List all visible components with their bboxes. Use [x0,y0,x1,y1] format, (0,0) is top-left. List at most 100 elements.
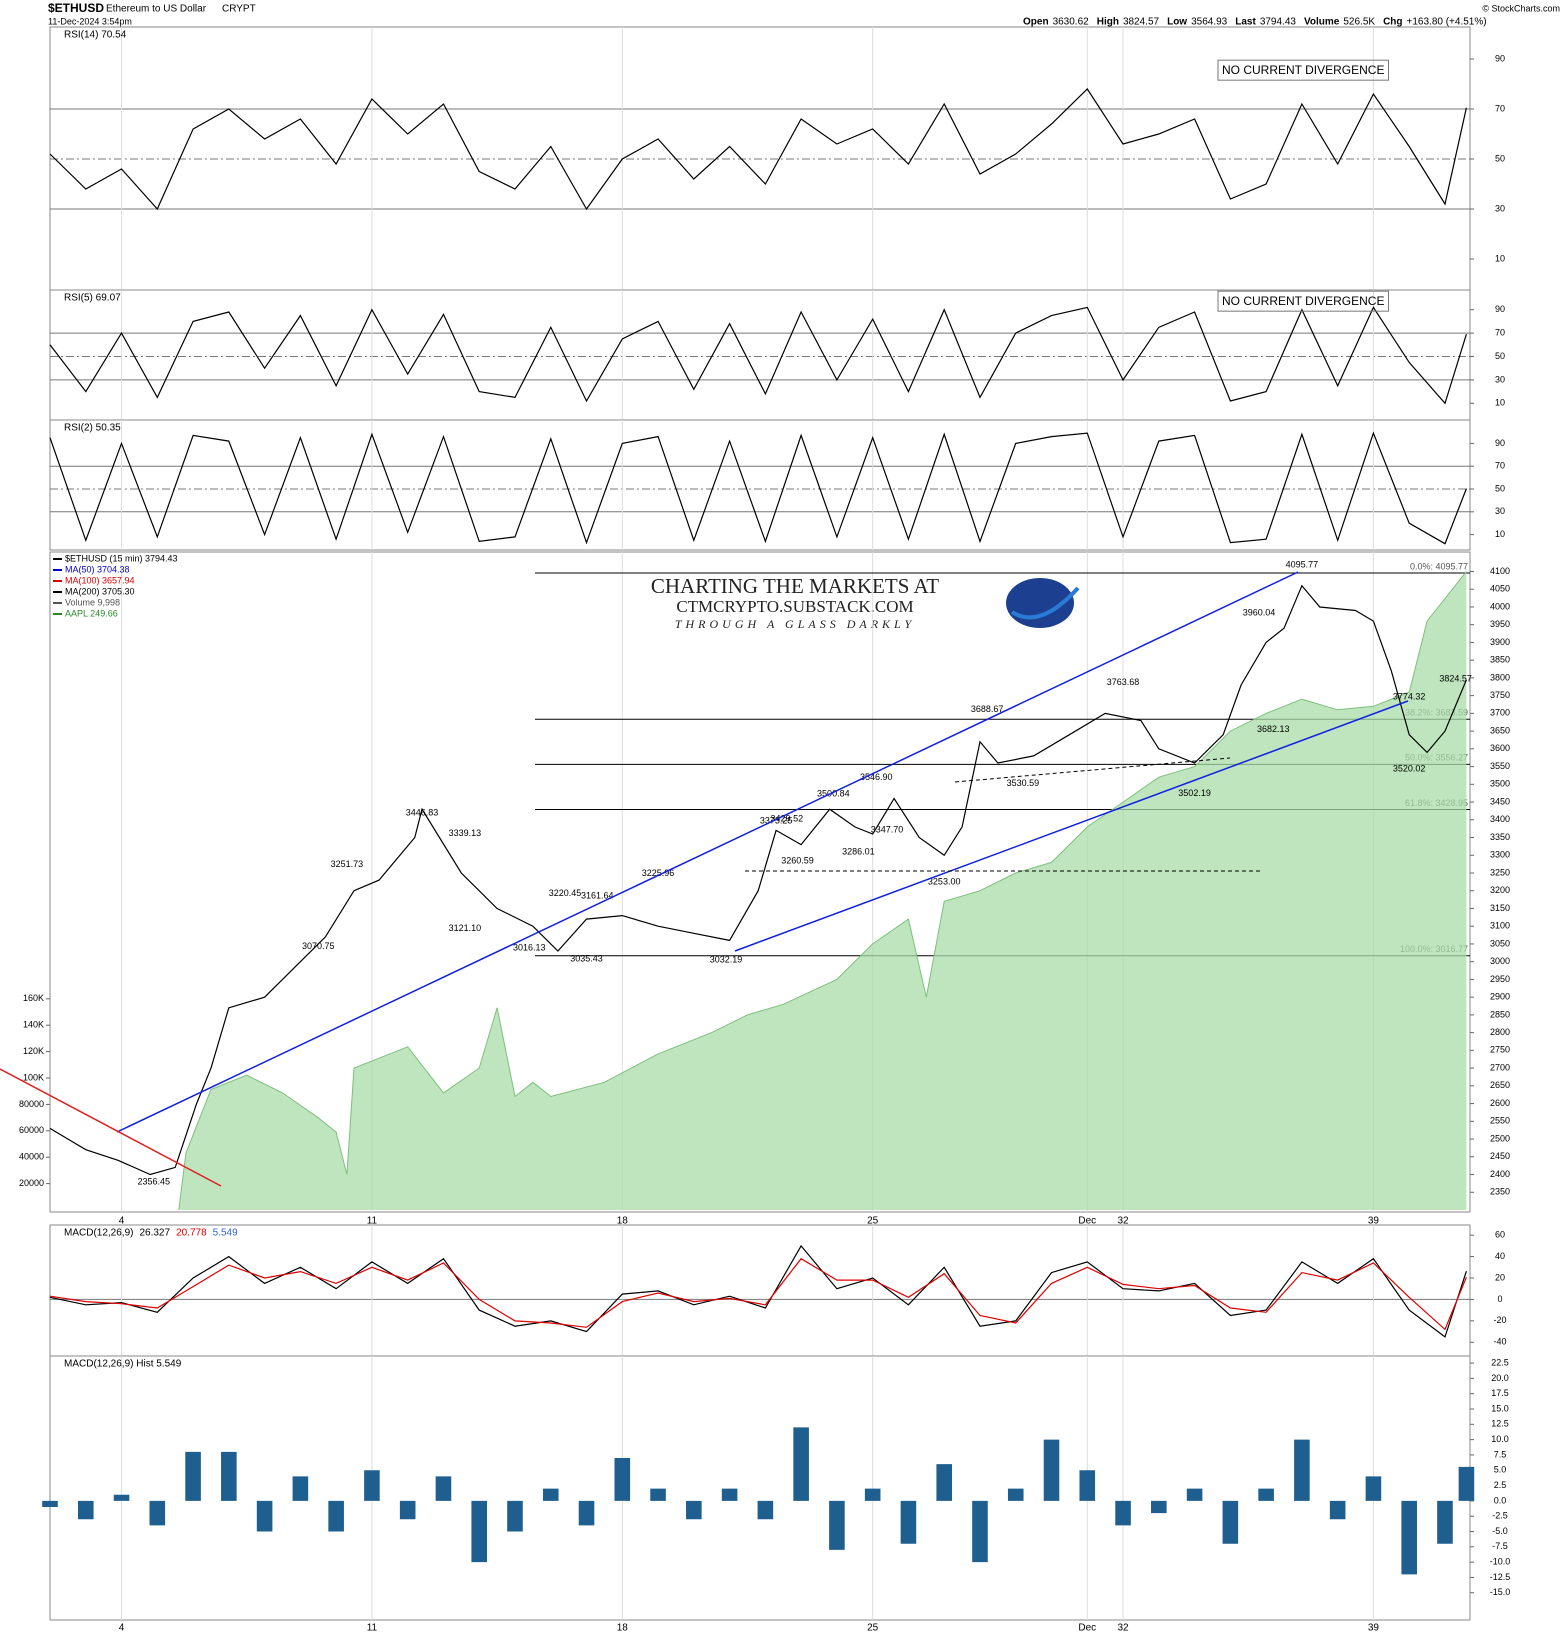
note-box [1217,59,1389,81]
price-annotation: 3502.19 [1178,788,1211,798]
panel-frame [49,1224,1471,1357]
y-tick-label: 3550 [1490,761,1510,771]
x-tick-label: Dec [1078,1623,1096,1634]
bar [1222,1500,1239,1544]
x-tick-label: 11 [367,1623,378,1634]
price-annotation: 3260.59 [781,856,814,866]
y-tick-label: 30 [1495,506,1505,516]
quote-value: 3824.57 [1123,17,1160,28]
price-annotation: 3220.45 [549,888,582,898]
bar [256,1500,273,1532]
y-tick-label: 2450 [1490,1151,1510,1161]
bar [650,1488,666,1501]
panel-title: RSI(2) 50.35 [64,423,121,434]
symbol: $ETHUSD [48,1,104,15]
panel-frame [49,551,1471,1213]
price-annotation: 3251.73 [331,859,364,869]
legend-entry: 5.549 [213,1228,238,1239]
quote-value: 526.5K [1343,17,1375,28]
bar [1043,1439,1060,1501]
area-fill [178,571,1467,1210]
price-annotation: 3286.01 [842,847,875,857]
series-line [49,431,1467,545]
y-tick-label: 2400 [1490,1169,1510,1179]
y-tick-label: 12.5 [1491,1419,1509,1429]
watermark-line: CTMCRYPTO.SUBSTACK.COM [676,597,913,616]
y-tick-label: 2850 [1490,1009,1510,1019]
y-tick-label: 3950 [1490,619,1510,629]
x-tick-label: 39 [1368,1216,1380,1227]
y-tick-label: 0.0 [1494,1495,1507,1505]
price-annotation: 3520.02 [1393,764,1426,774]
quotes: Open 3630.62 High 3824.57 Low 3564.93 Last 3794… [1023,17,1487,28]
y-tick-label: 3250 [1490,867,1510,877]
bar [1007,1488,1024,1501]
bar [1365,1476,1382,1501]
bar [829,1500,845,1550]
y-tick-label: 10 [1495,529,1505,539]
bar [113,1494,130,1501]
quote-label: Low [1167,17,1187,28]
y-tick-label: 3600 [1490,743,1510,753]
legend-entry: 20.778 [176,1228,207,1239]
bar [614,1458,631,1501]
bar [972,1500,988,1563]
price-annotation: 3339.13 [449,828,482,838]
bar [292,1476,309,1501]
bar [149,1500,166,1526]
y-tick-label: -2.5 [1492,1511,1508,1521]
series-line [49,306,1467,405]
y-tick-label: -5.0 [1492,1526,1508,1536]
quote-label: Volume [1304,17,1340,28]
price-annotation: 3429.52 [771,814,804,824]
legend-entry: MA(100) 3657.94 [65,575,135,585]
price-annotation: 3500.84 [817,788,850,798]
bar [1458,1466,1475,1501]
y-tick-label: -7.5 [1492,1541,1508,1551]
price-annotation: 3960.04 [1243,608,1276,618]
y2-tick-label: 80000 [19,1099,44,1109]
x-tick-label: 25 [867,1216,879,1227]
bar [864,1488,881,1501]
bar [1151,1500,1167,1514]
y-tick-label: 90 [1495,438,1505,448]
y-tick-label: 3350 [1490,832,1510,842]
y-tick-label: 22.5 [1491,1357,1509,1367]
y-tick-label: 2650 [1490,1080,1510,1090]
y-tick-label: -15.0 [1490,1587,1511,1597]
y-tick-label: 2600 [1490,1098,1510,1108]
bar [1401,1500,1417,1575]
y-tick-label: 3700 [1490,708,1510,718]
price-annotation: 3016.13 [513,942,546,952]
y2-tick-label: 20000 [19,1178,44,1188]
y-tick-label: 70 [1495,461,1505,471]
y-tick-label: 7.5 [1494,1449,1507,1459]
y-tick-label: 2800 [1490,1027,1510,1037]
bar [507,1500,523,1532]
y-tick-label: 2500 [1490,1133,1510,1143]
x-tick-label: 4 [119,1216,125,1227]
y-tick-label: 70 [1495,103,1505,113]
price-annotation: 4095.77 [1286,559,1319,569]
bar [435,1476,452,1501]
credit: © StockCharts.com [1482,3,1560,13]
price-annotation: 3446.83 [406,808,439,818]
x-tick-label: 11 [367,1216,378,1227]
symbol-name: Ethereum to US Dollar [106,4,207,15]
y-tick-label: 3450 [1490,796,1510,806]
price-annotation: 3763.68 [1107,677,1140,687]
bar [399,1500,416,1520]
y-tick-label: 30 [1495,203,1505,213]
price-annotation: 3161.64 [581,891,614,901]
legend-entry: MA(200) 3705.30 [65,586,135,596]
y-tick-label: -12.5 [1490,1572,1511,1582]
x-tick-label: Dec [1078,1216,1096,1227]
bar [1294,1439,1310,1501]
exchange: CRYPT [222,4,256,15]
legend-entry: $ETHUSD (15 min) 3794.43 [65,553,178,563]
price-annotation: 3035.43 [570,953,603,963]
y-tick-label: 3100 [1490,921,1510,931]
bar [1186,1488,1203,1501]
bar [542,1488,559,1501]
